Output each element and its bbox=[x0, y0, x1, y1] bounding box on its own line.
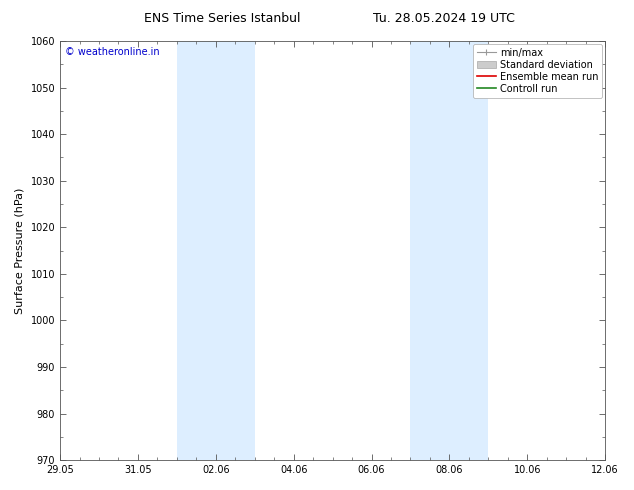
Bar bbox=[410, 41, 488, 460]
Legend: min/max, Standard deviation, Ensemble mean run, Controll run: min/max, Standard deviation, Ensemble me… bbox=[473, 44, 602, 98]
Y-axis label: Surface Pressure (hPa): Surface Pressure (hPa) bbox=[15, 187, 25, 314]
Text: Tu. 28.05.2024 19 UTC: Tu. 28.05.2024 19 UTC bbox=[373, 12, 515, 25]
Bar bbox=[177, 41, 255, 460]
Text: ENS Time Series Istanbul: ENS Time Series Istanbul bbox=[144, 12, 300, 25]
Text: © weatheronline.in: © weatheronline.in bbox=[65, 48, 160, 57]
